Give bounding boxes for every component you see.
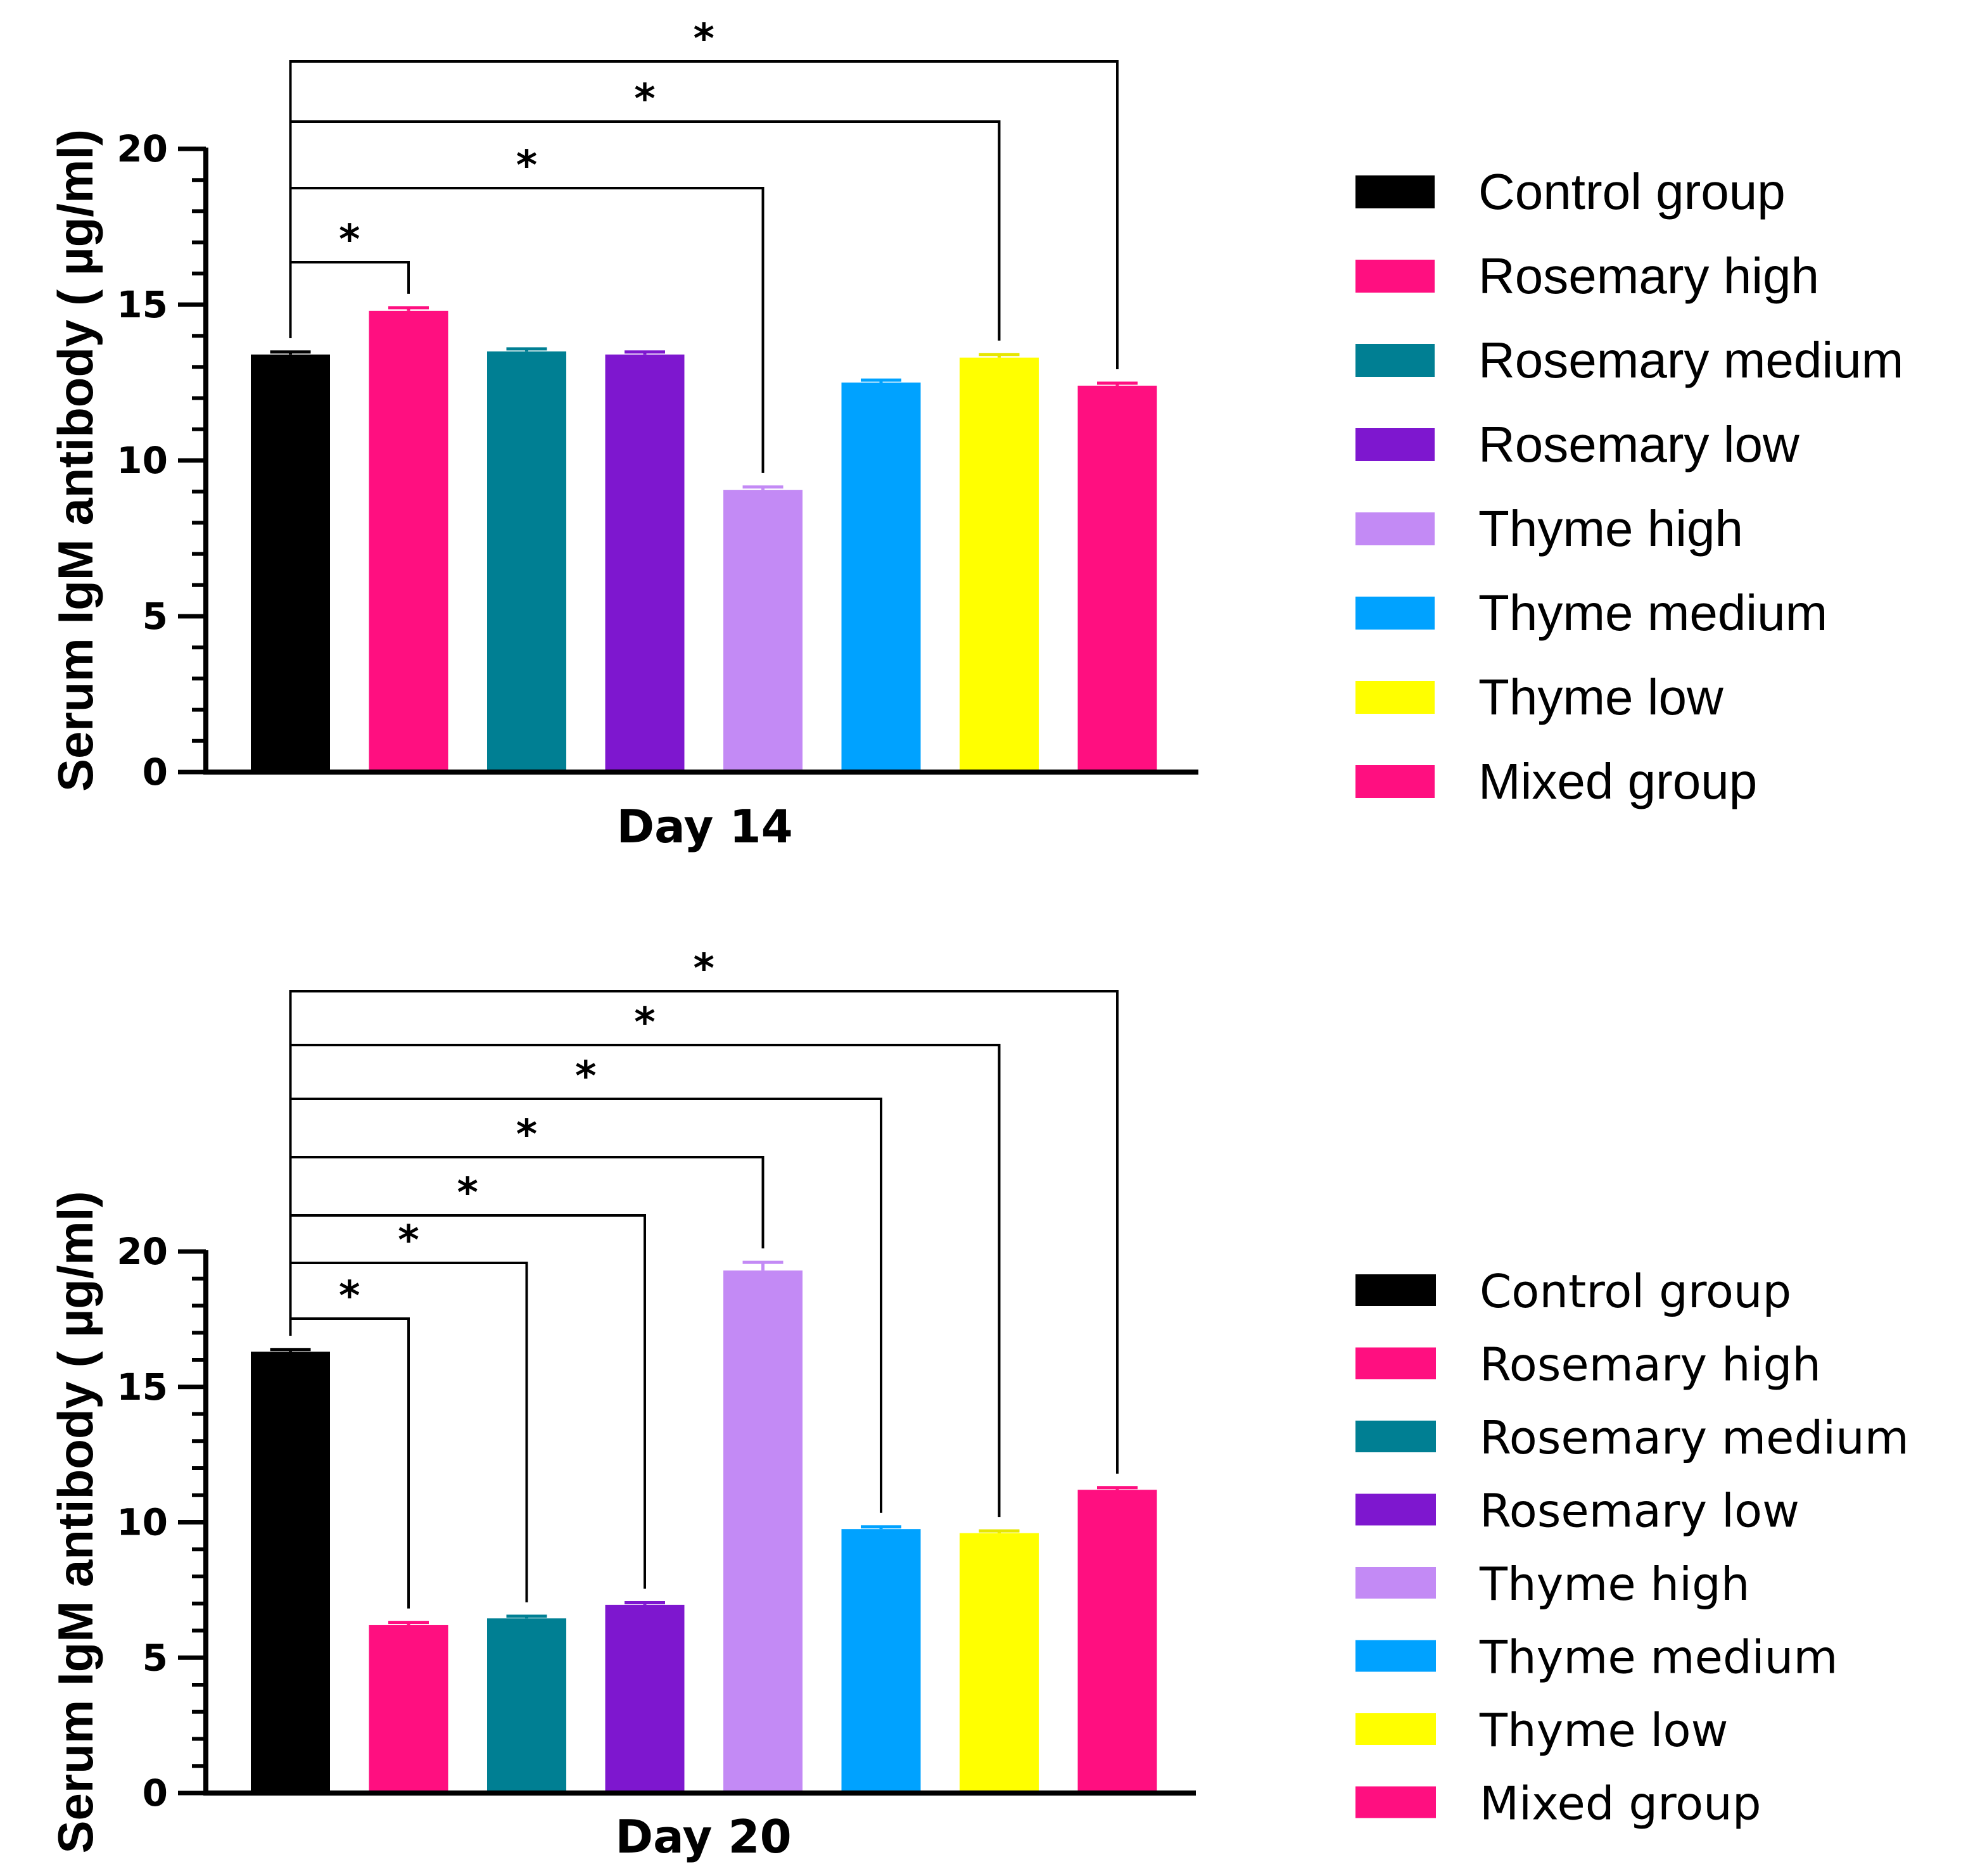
legend-label: Mixed group xyxy=(1478,753,1757,809)
y-axis-label: Serum IgM antibody ( µg/ml) xyxy=(48,1191,103,1854)
legend-swatch xyxy=(1355,1786,1436,1818)
significance-star: * xyxy=(634,76,655,123)
y-tick-label: 0 xyxy=(143,751,168,794)
y-tick-label: 20 xyxy=(117,127,168,170)
legend-label: Rosemary high xyxy=(1478,248,1819,304)
significance-star: * xyxy=(634,999,655,1046)
significance-star: * xyxy=(575,1053,596,1100)
bar xyxy=(487,1618,566,1793)
y-tick-label: 5 xyxy=(143,595,168,638)
x-axis-label: Day 14 xyxy=(616,800,792,853)
bar xyxy=(841,1529,921,1793)
bar xyxy=(841,383,921,772)
significance-bracket xyxy=(289,990,1119,1474)
legend-swatch xyxy=(1355,1421,1436,1452)
significance-star: * xyxy=(339,1273,360,1320)
y-tick-label: 20 xyxy=(117,1230,168,1273)
y-tick-label: 10 xyxy=(117,1501,168,1544)
legend-swatch xyxy=(1355,175,1435,208)
legend-label: Rosemary low xyxy=(1480,1485,1799,1538)
legend-swatch xyxy=(1355,1640,1436,1672)
legend-label: Control group xyxy=(1480,1265,1791,1318)
legend-label: Thyme high xyxy=(1479,1557,1750,1611)
significance-bracket xyxy=(289,60,1119,369)
legend-label: Thyme medium xyxy=(1478,585,1827,641)
legend-label: Rosemary medium xyxy=(1478,332,1903,388)
legend-swatch xyxy=(1355,1567,1436,1599)
significance-star: * xyxy=(516,143,537,189)
x-axis-label: Day 20 xyxy=(615,1810,791,1863)
legend-swatch xyxy=(1355,344,1435,377)
significance-star: * xyxy=(457,1170,478,1217)
chart-panel-2: 0 5 10 15 20 Day 20 Serum IgM antibody ( µg/ml… xyxy=(48,946,1909,1863)
legend-swatch xyxy=(1355,597,1435,630)
legend-label: Thyme low xyxy=(1478,669,1723,725)
significance-bracket xyxy=(289,1214,646,1589)
bar xyxy=(723,1270,803,1793)
legend-label: Thyme low xyxy=(1479,1704,1728,1757)
bar xyxy=(960,1533,1039,1793)
legend-swatch xyxy=(1355,1274,1436,1306)
bar xyxy=(605,354,685,772)
bar xyxy=(251,354,330,772)
y-tick-label: 0 xyxy=(143,1771,168,1815)
legend-label: Thyme medium xyxy=(1479,1631,1837,1684)
significance-star: * xyxy=(398,1217,419,1264)
legend-label: Rosemary high xyxy=(1480,1338,1821,1391)
bar xyxy=(369,310,448,773)
bar xyxy=(487,351,566,772)
significance-star: * xyxy=(339,217,360,263)
legend-label: Rosemary medium xyxy=(1480,1411,1909,1464)
y-axis-label: Serum IgM antibody ( µg/ml) xyxy=(48,129,103,792)
legend-swatch xyxy=(1355,681,1435,714)
significance-star: * xyxy=(694,946,714,992)
chart-panel-1: 0 5 10 15 20 Day 14 Serum IgM antibody ( µg/ml… xyxy=(48,16,1903,853)
y-tick-label: 5 xyxy=(143,1636,168,1679)
bar xyxy=(251,1352,330,1793)
legend-swatch xyxy=(1355,512,1435,545)
bar xyxy=(605,1604,685,1793)
legend-swatch xyxy=(1355,1713,1436,1745)
legend-swatch xyxy=(1355,260,1435,293)
bar xyxy=(369,1625,448,1793)
bar xyxy=(723,490,803,772)
y-tick-label: 15 xyxy=(117,1366,168,1409)
legend-label: Mixed group xyxy=(1480,1777,1761,1830)
significance-star: * xyxy=(694,16,714,63)
legend-swatch xyxy=(1355,1347,1436,1379)
y-tick-label: 15 xyxy=(117,283,168,326)
legend-swatch xyxy=(1355,428,1435,461)
y-tick-label: 10 xyxy=(117,439,168,482)
legend-swatch xyxy=(1355,1493,1436,1526)
bar xyxy=(960,357,1039,772)
legend-label: Control group xyxy=(1478,163,1786,220)
bar xyxy=(1077,1490,1157,1793)
legend-label: Thyme high xyxy=(1478,500,1743,557)
legend-label: Rosemary low xyxy=(1478,416,1799,472)
bar xyxy=(1077,385,1157,772)
significance-star: * xyxy=(516,1112,537,1158)
legend-swatch xyxy=(1355,765,1435,798)
